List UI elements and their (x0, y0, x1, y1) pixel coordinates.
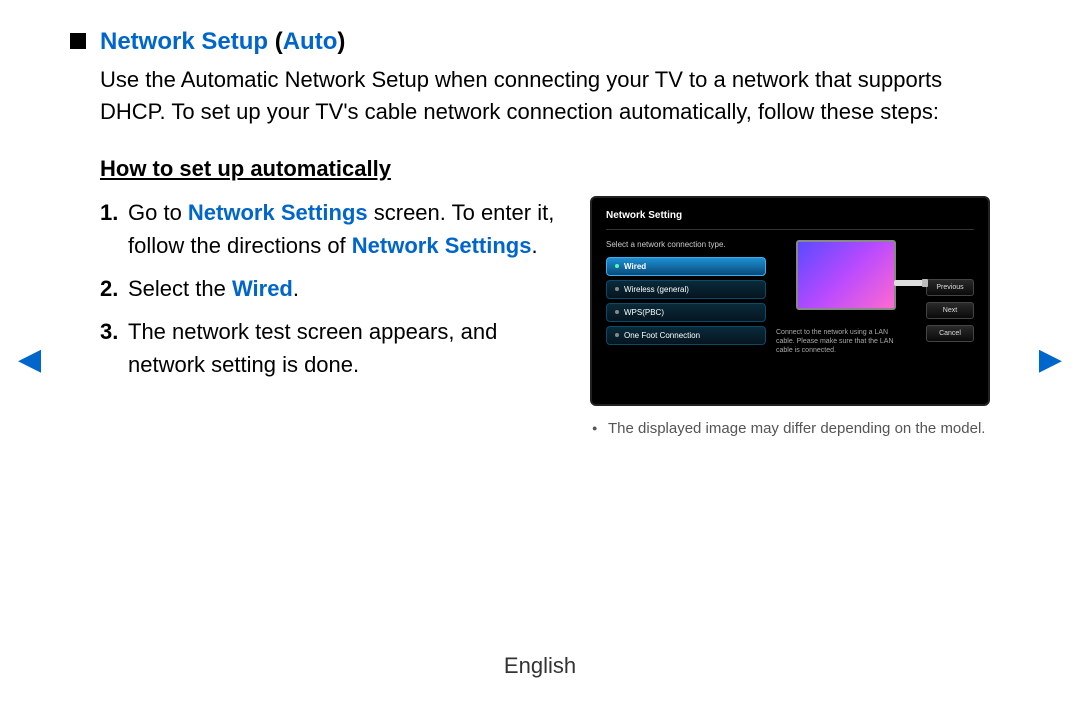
link-network-settings-1: Network Settings (188, 200, 368, 225)
ss-option-wps[interactable]: WPS(PBC) (606, 303, 766, 322)
steps-list: Go to Network Settings screen. To enter … (100, 196, 570, 381)
ss-next-button[interactable]: Next (926, 302, 974, 319)
footer-language: English (0, 653, 1080, 679)
network-setting-screenshot: Network Setting Select a network connect… (590, 196, 990, 406)
title-mode: Auto (283, 28, 338, 55)
dot-icon (615, 287, 619, 291)
dot-icon (615, 333, 619, 337)
ss-help-text: Connect to the network using a LAN cable… (776, 328, 896, 355)
tv-illustration-icon (796, 240, 896, 310)
cable-icon (894, 280, 924, 286)
ss-instruction: Select a network connection type. (606, 240, 766, 249)
ss-option-wireless[interactable]: Wireless (general) (606, 280, 766, 299)
title-paren-open: ( (268, 28, 283, 55)
ss-option-onefoot[interactable]: One Foot Connection (606, 326, 766, 345)
ss-cancel-button[interactable]: Cancel (926, 325, 974, 342)
dot-icon (615, 310, 619, 314)
prev-page-arrow-icon[interactable]: ◀ (18, 342, 41, 377)
title-main: Network Setup (100, 28, 268, 55)
intro-text: Use the Automatic Network Setup when con… (100, 64, 990, 128)
step-1: Go to Network Settings screen. To enter … (100, 196, 570, 262)
howto-heading: How to set up automatically (100, 156, 990, 182)
ss-title: Network Setting (606, 210, 974, 230)
link-wired: Wired (232, 276, 293, 301)
step-3: The network test screen appears, and net… (100, 315, 570, 381)
step-2: Select the Wired. (100, 272, 570, 305)
link-network-settings-2: Network Settings (352, 233, 532, 258)
ss-previous-button[interactable]: Previous (926, 279, 974, 296)
ss-option-wired[interactable]: Wired (606, 257, 766, 276)
screenshot-caption: The displayed image may differ depending… (590, 418, 990, 439)
square-bullet-icon (70, 33, 86, 49)
title-paren-close: ) (337, 28, 345, 55)
page-title: Network Setup (Auto) (70, 28, 990, 56)
dot-icon (615, 264, 619, 268)
next-page-arrow-icon[interactable]: ▶ (1039, 342, 1062, 377)
